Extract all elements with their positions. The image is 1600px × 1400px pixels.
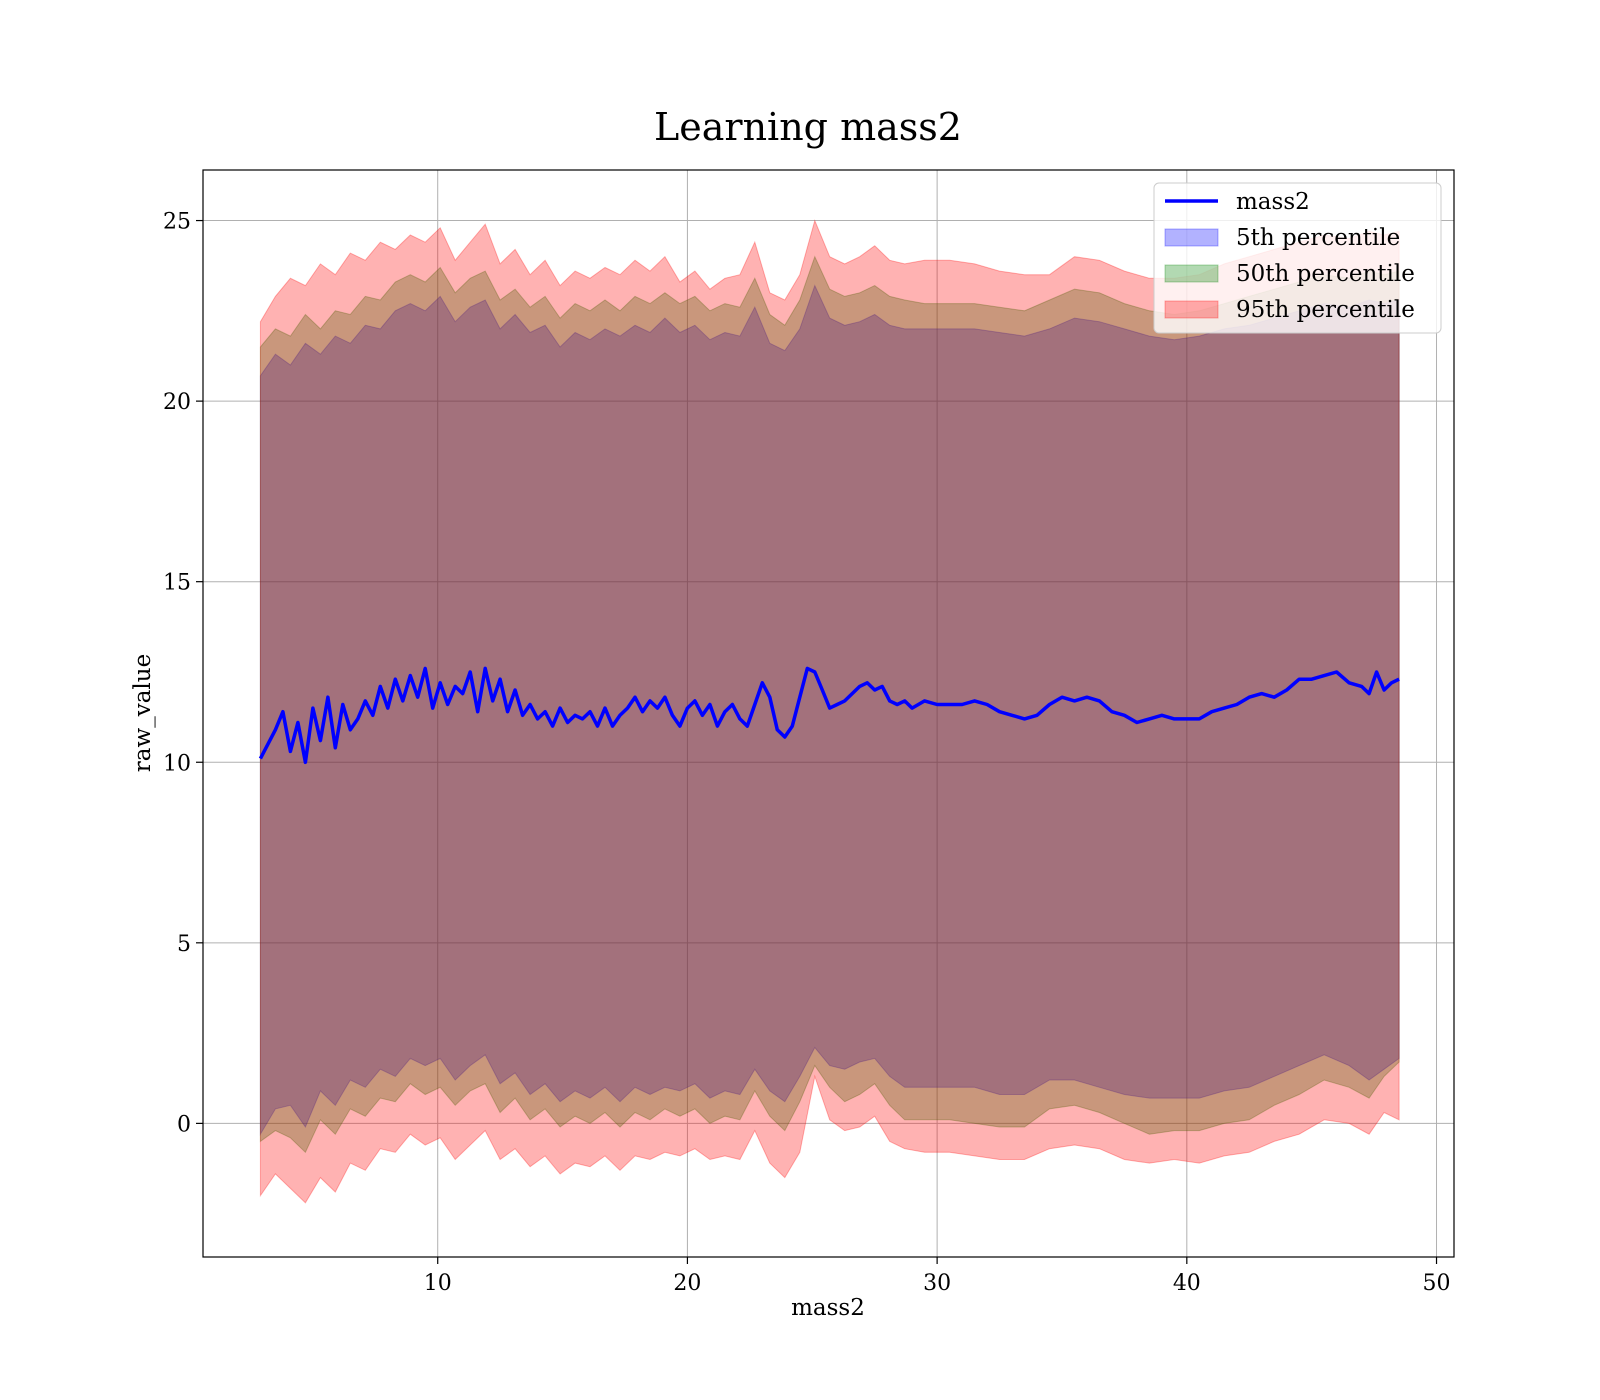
y-tick-label: 10	[163, 751, 191, 776]
legend-swatch-95th-percentile	[1164, 300, 1219, 319]
legend: mass2 5th percentile 50th percentile 95t…	[1153, 182, 1442, 334]
y-tick-label: 15	[163, 571, 191, 596]
x-tick-label: 20	[673, 1271, 701, 1296]
legend-label-mass2: mass2	[1236, 189, 1310, 215]
legend-label-95th-percentile: 95th percentile	[1236, 297, 1415, 323]
x-tick-label: 10	[424, 1271, 452, 1296]
legend-swatch-5th-percentile	[1164, 228, 1219, 247]
y-tick-label: 25	[163, 210, 191, 235]
y-tick-label: 5	[177, 932, 191, 957]
legend-box	[1153, 182, 1442, 334]
series-line-layer	[258, 666, 1400, 765]
band-5th-percentile	[259, 284, 1400, 1137]
y-tick-label: 20	[163, 390, 191, 415]
x-tick-label: 40	[1173, 1271, 1201, 1296]
x-tick-label: 30	[923, 1271, 951, 1296]
y-tick-label: 0	[177, 1112, 191, 1137]
chart-title: Learning mass2	[654, 105, 962, 149]
legend-swatch-50th-percentile	[1164, 264, 1219, 283]
band-95th-percentile	[259, 219, 1400, 1204]
legend-label-5th-percentile: 5th percentile	[1236, 225, 1400, 251]
axis-ticks: 10 20 30 40 50 0 5 10 15 20 25	[163, 210, 1451, 1296]
x-tick-label: 50	[1423, 1271, 1451, 1296]
percentile-bands	[259, 219, 1400, 1204]
x-axis-label: mass2	[791, 1295, 865, 1321]
legend-label-50th-percentile: 50th percentile	[1236, 261, 1415, 287]
plot-frame	[202, 169, 1455, 1258]
y-axis-label: raw_value	[130, 654, 156, 772]
series-line-mass2	[258, 666, 1400, 765]
